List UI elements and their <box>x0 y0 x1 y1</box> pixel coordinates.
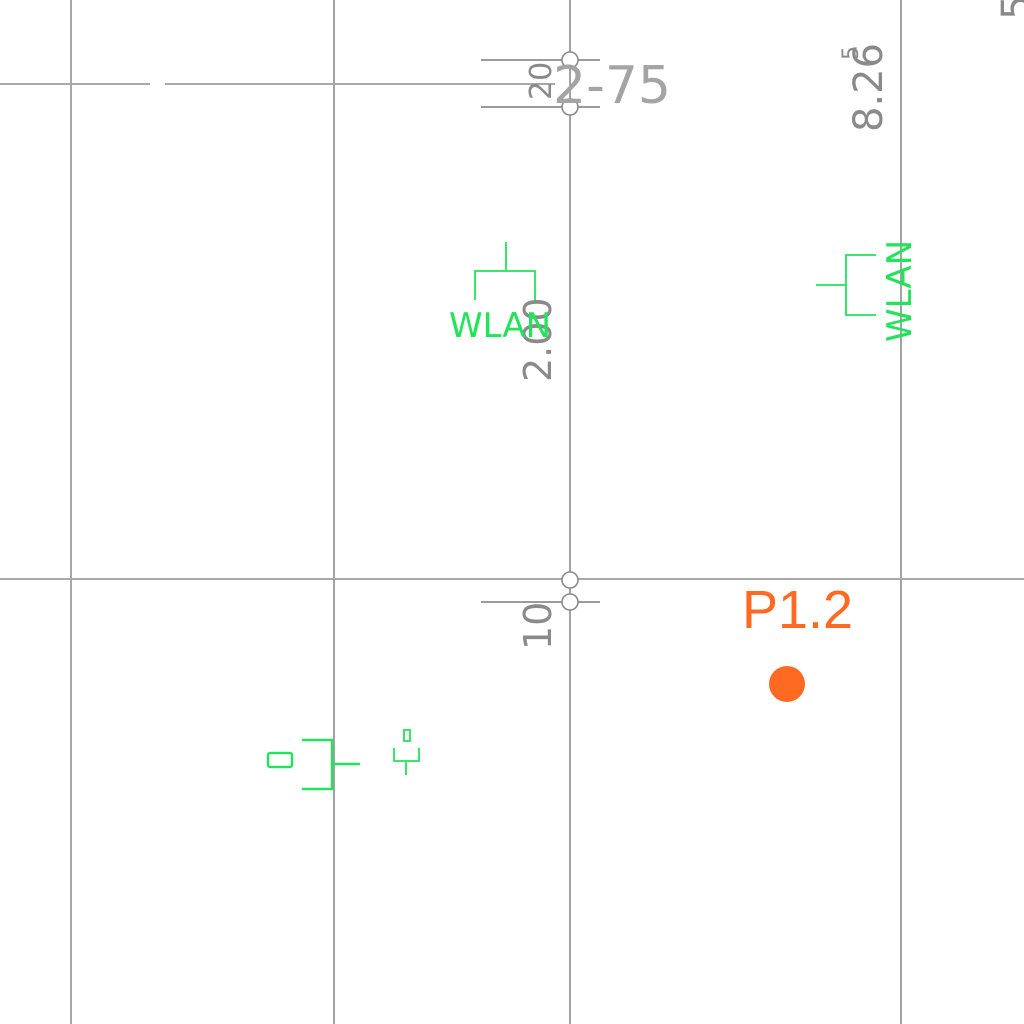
dim-label-middle: 2.00 <box>516 297 560 382</box>
outlet-bracket <box>302 738 334 791</box>
light-switch-icon <box>393 729 420 775</box>
dim-circle-top-1 <box>561 51 579 69</box>
wlan-left-bracket <box>474 270 536 300</box>
dim-label-top-range: 2-75 <box>553 56 671 116</box>
point-marker-group: P1.2 <box>742 580 853 702</box>
dim-circle-top-2 <box>561 98 579 116</box>
edge-fragment-label: 5 <box>994 0 1024 20</box>
dim-circle-lower-2 <box>561 593 579 611</box>
wlan-right-label: WLAN <box>880 240 920 342</box>
dimension-marker-top: 20 2-75 <box>481 51 671 116</box>
dim-label-top-small: 20 <box>524 62 559 100</box>
switch-body <box>393 748 420 762</box>
point-label: P1.2 <box>742 580 853 640</box>
dim-label-right-sup: 5 <box>839 46 864 60</box>
power-outlet-icon <box>266 738 360 791</box>
dimension-marker-lower: 10 <box>481 571 600 650</box>
wlan-antenna-icon: WLAN <box>449 242 551 346</box>
wlan-left-label: WLAN <box>449 306 551 346</box>
dim-circle-lower-1 <box>561 571 579 589</box>
wlan-antenna-icon: WLAN <box>816 240 920 342</box>
dimension-right: 8.26 5 5 <box>839 0 1024 132</box>
dim-label-lower: 10 <box>516 602 560 650</box>
outlet-box <box>266 751 294 769</box>
switch-head <box>403 729 411 742</box>
point-marker-icon[interactable] <box>769 666 805 702</box>
dim-label-right: 8.26 <box>846 43 892 132</box>
wlan-right-bracket <box>845 254 876 316</box>
dimension-middle: 2.00 <box>516 297 560 382</box>
